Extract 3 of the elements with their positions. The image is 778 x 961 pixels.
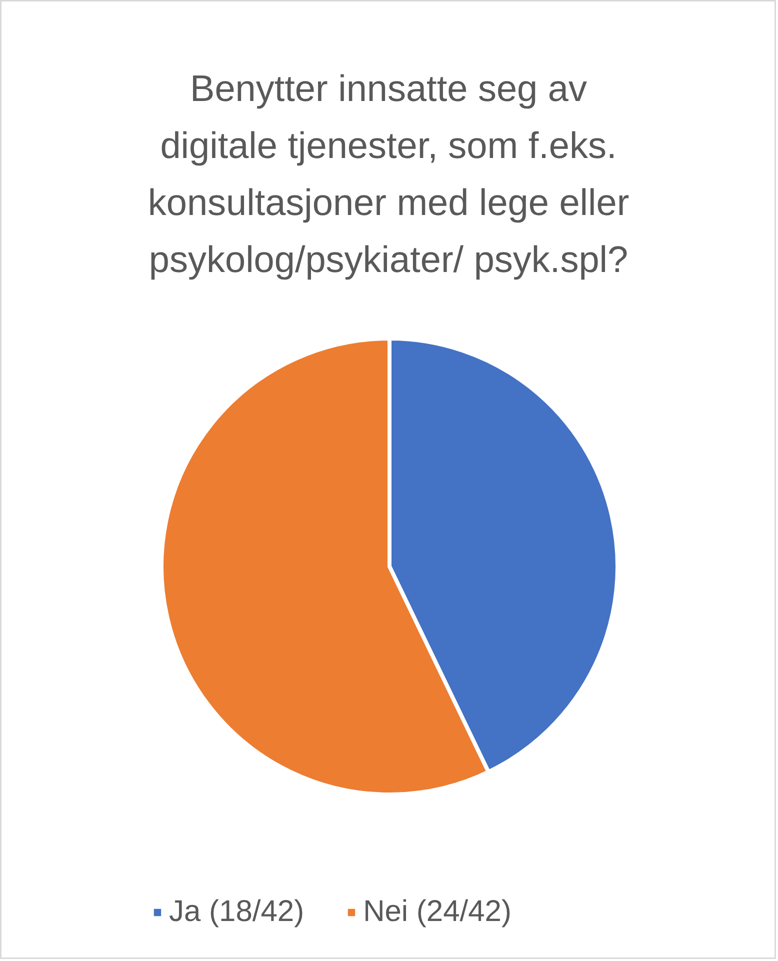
legend-label: Ja (18/42): [169, 895, 304, 929]
chart-title: Benytter innsatte seg av digitale tjenester, som f.eks. konsultasjoner med lege eller psykolog/psykiater/ psyk.spl?: [148, 68, 630, 280]
legend-label: Nei (24/42): [363, 895, 512, 929]
